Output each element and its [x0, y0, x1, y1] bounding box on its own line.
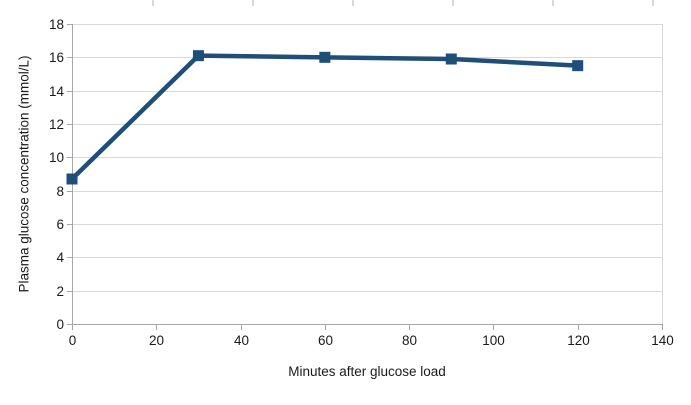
- data-point-marker: [572, 60, 584, 72]
- y-tick-label: 16: [49, 50, 64, 65]
- y-tick-label: 2: [56, 284, 64, 299]
- y-tick-label: 0: [56, 317, 64, 332]
- y-tick-label: 6: [56, 217, 64, 232]
- data-point-marker: [66, 173, 78, 185]
- y-axis-title: Plasma glucose concentration (mmol/L): [16, 55, 32, 293]
- x-tick-label: 120: [567, 333, 590, 348]
- y-tick-label: 18: [49, 17, 64, 32]
- y-tick-label: 8: [56, 184, 64, 199]
- x-tick-label: 100: [482, 333, 505, 348]
- x-tick-label: 0: [69, 333, 77, 348]
- y-tick-label: 12: [49, 117, 64, 132]
- series-line: [69, 53, 580, 182]
- x-tick-label: 60: [318, 333, 333, 348]
- x-tick-label: 80: [402, 333, 417, 348]
- x-tick-label: 20: [149, 333, 164, 348]
- data-point-marker: [319, 51, 331, 63]
- x-tick-label: 40: [234, 333, 249, 348]
- x-axis-title: Minutes after glucose load: [288, 364, 446, 379]
- y-tick-label: 10: [49, 150, 64, 165]
- y-tick-label: 4: [56, 250, 64, 265]
- x-tick-label: 140: [651, 333, 674, 348]
- y-tick-label: 14: [49, 84, 65, 99]
- data-point-marker: [192, 50, 204, 62]
- data-point-marker: [445, 53, 457, 65]
